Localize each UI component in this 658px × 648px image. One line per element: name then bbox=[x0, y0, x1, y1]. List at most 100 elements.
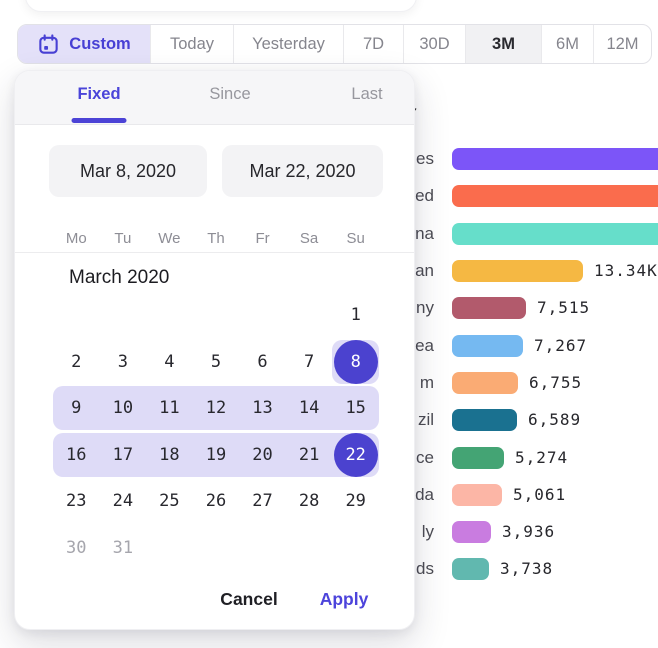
day-cell-7[interactable]: 7 bbox=[304, 351, 315, 372]
chart-row: es bbox=[0, 148, 658, 170]
day-cell-22[interactable]: 22 bbox=[332, 432, 379, 479]
day-cell-16[interactable]: 16 bbox=[66, 444, 87, 465]
weekday-label: Tu bbox=[114, 229, 132, 247]
preset-today-button[interactable]: Today bbox=[151, 25, 234, 63]
range-band bbox=[53, 432, 379, 477]
selected-day-circle: 8 bbox=[333, 339, 378, 384]
day-cell-15[interactable]: 15 bbox=[345, 398, 366, 419]
preset-7d-button[interactable]: 7D bbox=[344, 25, 404, 63]
day-cell-17[interactable]: 17 bbox=[112, 444, 134, 465]
chart-row-label: ly bbox=[421, 522, 434, 541]
day-cell-20[interactable]: 20 bbox=[252, 444, 273, 465]
day-cell-8[interactable]: 8 bbox=[332, 339, 379, 386]
tab-fixed[interactable]: Fixed bbox=[77, 85, 121, 103]
chart-row-value: 7,515 bbox=[537, 298, 591, 317]
date-picker-popup: Fixed Since Last Mar 8, 2020 Mar 22, 2020 … bbox=[14, 70, 415, 630]
preset-yesterday-button[interactable]: Yesterday bbox=[234, 25, 344, 63]
day-cell-6[interactable]: 6 bbox=[257, 351, 268, 372]
chart-row-label: ny bbox=[416, 298, 434, 317]
chart-bar bbox=[452, 223, 658, 245]
chart-row-label: zil bbox=[417, 410, 434, 429]
day-cell-29[interactable]: 29 bbox=[345, 491, 366, 512]
preset-3m-button[interactable]: 3M bbox=[466, 25, 542, 63]
selected-day-circle: 22 bbox=[333, 432, 378, 477]
date-range-toolbar: Custom Today Yesterday 7D 30D 3M 6M 12M bbox=[17, 24, 652, 64]
partial-top-card bbox=[25, 0, 417, 12]
chart-row-label: es bbox=[416, 149, 434, 168]
chart-row-value: 6,589 bbox=[528, 410, 582, 429]
chart-row-value: 5,274 bbox=[515, 448, 569, 467]
date-inputs: Mar 8, 2020 Mar 22, 2020 bbox=[49, 145, 383, 197]
day-cell-2[interactable]: 2 bbox=[71, 351, 82, 372]
day-cell-24[interactable]: 24 bbox=[112, 491, 134, 512]
chart-bar bbox=[452, 484, 502, 506]
chart-row-value: 3,738 bbox=[500, 559, 554, 578]
day-cell-31[interactable]: 31 bbox=[112, 537, 134, 558]
chart-row-label: ce bbox=[416, 448, 434, 467]
chart-row: ds 3,738 bbox=[0, 558, 658, 580]
chart-bar bbox=[452, 260, 583, 282]
day-cell-5[interactable]: 5 bbox=[210, 351, 222, 372]
tab-last[interactable]: Last bbox=[351, 85, 383, 103]
apply-button[interactable]: Apply bbox=[319, 588, 369, 609]
preset-30d-button[interactable]: 30D bbox=[404, 25, 466, 63]
chart-bar bbox=[452, 521, 491, 543]
calendar-icon bbox=[37, 33, 60, 56]
chart-bar bbox=[452, 372, 518, 394]
end-date-input[interactable]: Mar 22, 2020 bbox=[222, 145, 383, 197]
weekday-label: Fr bbox=[255, 229, 270, 247]
cancel-button[interactable]: Cancel bbox=[220, 588, 278, 609]
day-cell-11[interactable]: 11 bbox=[159, 398, 180, 419]
weekday-label: Mo bbox=[65, 229, 87, 247]
weekday-label: We bbox=[158, 229, 181, 247]
date-picker-tabs: Fixed Since Last bbox=[15, 71, 414, 125]
day-cell-3[interactable]: 3 bbox=[117, 351, 128, 372]
weekday-label: Th bbox=[207, 229, 225, 247]
day-cell-25[interactable]: 25 bbox=[159, 491, 180, 512]
tab-since[interactable]: Since bbox=[209, 85, 251, 103]
chart-row: m 6,755 bbox=[0, 372, 658, 394]
day-cell-14[interactable]: 14 bbox=[298, 398, 320, 419]
day-cell-1[interactable]: 1 bbox=[350, 305, 361, 326]
day-cell-13[interactable]: 13 bbox=[252, 398, 273, 419]
preset-custom-label: Custom bbox=[69, 34, 131, 53]
range-band bbox=[53, 386, 379, 430]
chart-row-value: 5,061 bbox=[513, 485, 567, 504]
day-cell-21[interactable]: 21 bbox=[298, 444, 320, 465]
chart-bar bbox=[452, 148, 658, 170]
day-cell-18[interactable]: 18 bbox=[159, 444, 180, 465]
chart-row: ce 5,274 bbox=[0, 447, 658, 469]
day-cell-10[interactable]: 10 bbox=[112, 398, 134, 419]
chart-row-label: ea bbox=[415, 336, 434, 355]
day-cell-27[interactable]: 27 bbox=[252, 491, 273, 512]
preset-12m-button[interactable]: 12M bbox=[606, 34, 639, 53]
chart-bar bbox=[452, 297, 526, 319]
day-cell-28[interactable]: 28 bbox=[298, 491, 320, 512]
chart-row-label: ed bbox=[415, 186, 434, 205]
day-cell-4[interactable]: 4 bbox=[164, 351, 175, 372]
chart-row-value: 3,936 bbox=[502, 522, 556, 541]
chart-row-label: da bbox=[415, 485, 434, 504]
preset-6m-button[interactable]: 6M bbox=[542, 25, 594, 63]
start-date-input[interactable]: Mar 8, 2020 bbox=[49, 145, 207, 197]
chart-bar bbox=[452, 409, 517, 431]
day-cell-26[interactable]: 26 bbox=[205, 491, 227, 512]
chart-bar bbox=[452, 558, 489, 580]
day-cell-9[interactable]: 9 bbox=[71, 398, 82, 419]
day-cell-23[interactable]: 23 bbox=[66, 491, 87, 512]
month-title: March 2020 bbox=[69, 267, 170, 288]
day-cell-30[interactable]: 30 bbox=[66, 537, 87, 558]
weekday-header: Mo Tu We Th Fr Sa Su bbox=[53, 223, 379, 253]
weekday-label: Sa bbox=[299, 229, 319, 247]
chart-row: zil 6,589 bbox=[0, 409, 658, 431]
preset-custom-button[interactable]: Custom bbox=[18, 25, 151, 63]
chart-row-value: 7,267 bbox=[534, 336, 588, 355]
day-cell-12[interactable]: 12 bbox=[205, 398, 227, 419]
chart-bar bbox=[452, 185, 658, 207]
weekday-label: Su bbox=[346, 229, 365, 247]
active-tab-underline bbox=[71, 118, 127, 123]
chart-row-value: 6,755 bbox=[529, 373, 583, 392]
day-cell-19[interactable]: 19 bbox=[205, 444, 227, 465]
chart-row-label: ds bbox=[416, 559, 434, 578]
